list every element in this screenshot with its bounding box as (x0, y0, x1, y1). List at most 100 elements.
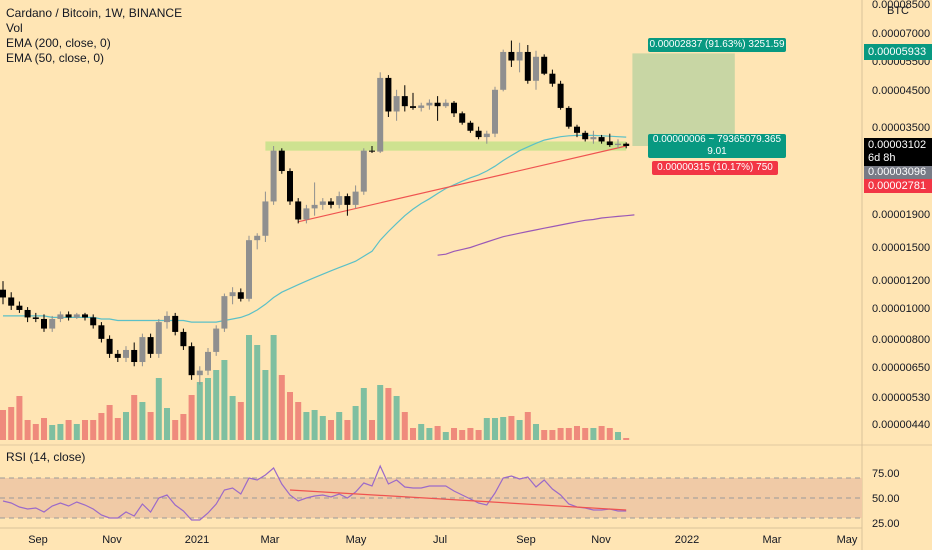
volume-bar (73, 424, 80, 440)
volume-bar (246, 335, 252, 440)
candle (287, 168, 293, 205)
candle-body (229, 292, 236, 297)
candle-body (114, 353, 121, 358)
target-price-tag: 0.00005933 (864, 44, 932, 60)
candle-body (557, 83, 564, 108)
candle-body (393, 96, 400, 112)
candle-body (410, 106, 416, 108)
volume-bar (270, 335, 277, 440)
rsi-legend[interactable]: RSI (14, close) (6, 450, 86, 464)
ema50-line (3, 134, 627, 323)
volume-bar (287, 392, 293, 440)
volume-bar (8, 407, 15, 440)
symbol-title[interactable]: Cardano / Bitcoin, 1W, BINANCE (6, 6, 183, 20)
candle-body (574, 126, 580, 133)
volume-bar (336, 412, 343, 440)
candle (57, 311, 64, 323)
volume-bar (295, 402, 302, 440)
candle-body (401, 96, 408, 107)
volume-bar (155, 378, 162, 440)
volume-bar (57, 424, 64, 440)
time-tick-label: Mar (261, 534, 280, 546)
volume-bar (131, 395, 138, 440)
candle (475, 126, 482, 140)
candle-body (615, 143, 621, 146)
candle-body (606, 141, 613, 146)
candle-body (516, 51, 523, 61)
candle-body (73, 314, 80, 318)
gray-price-tag: 0.00003096 (864, 166, 932, 179)
candle (0, 281, 6, 305)
volume-bar (114, 418, 121, 440)
candle-body (344, 196, 351, 205)
rsi-trendline (289, 489, 627, 511)
volume-bar (377, 385, 384, 440)
ema50-legend[interactable]: EMA (50, close, 0) (6, 51, 105, 65)
candle-body (147, 337, 154, 354)
price-tick-label: 0.00001200 (872, 275, 930, 287)
candle-body (492, 89, 498, 134)
candle (32, 312, 39, 323)
candle (8, 292, 15, 310)
price-tick-label: 0.00001500 (872, 242, 930, 254)
volume-bar (483, 418, 490, 440)
volume-legend[interactable]: Vol (6, 21, 23, 35)
volume-bar (278, 375, 285, 440)
candle (369, 145, 375, 154)
volume-bar (196, 382, 203, 440)
volume-bar (442, 432, 449, 440)
candle-body (311, 204, 318, 209)
candle-body (287, 171, 293, 202)
rsi-tick-label: 25.00 (872, 518, 900, 530)
candle-body (41, 318, 47, 329)
candle-body (213, 328, 220, 352)
rsi-tick-label: 50.00 (872, 493, 900, 505)
candle-body (65, 314, 72, 318)
candle (426, 99, 433, 110)
volume-bar (213, 370, 220, 440)
candle (49, 315, 56, 332)
chart-legend: Cardano / Bitcoin, 1W, BINANCE Vol EMA (… (6, 6, 182, 66)
candle-body (164, 315, 170, 323)
candle-body (24, 309, 31, 318)
candle (139, 333, 146, 367)
candle (360, 148, 367, 195)
candle (598, 134, 605, 144)
candle (344, 193, 351, 216)
candle (254, 233, 261, 250)
candle (188, 342, 195, 380)
candle-body (57, 314, 64, 319)
candle-body (352, 191, 359, 205)
volume-bar (492, 418, 498, 440)
volume-bar (254, 345, 261, 440)
candle-body (623, 143, 630, 146)
candle-body (139, 337, 146, 363)
volume-bar (410, 428, 416, 440)
candle-body (295, 201, 302, 220)
volume-bar (590, 428, 597, 440)
candle-body (524, 51, 531, 81)
volume-bar (385, 388, 392, 440)
entry-label-line-1: 0.00000006 ~ 79365079.365 (652, 134, 782, 145)
candle-body (278, 150, 285, 172)
volume-bar (319, 416, 326, 440)
candle (524, 45, 531, 84)
candle-body (32, 317, 39, 319)
volume-bar (16, 396, 23, 440)
volume-bar (393, 396, 400, 440)
candle-body (582, 132, 589, 140)
volume-bar (82, 420, 88, 440)
volume-bar (524, 412, 531, 440)
candle-body (254, 235, 261, 241)
volume-bar (565, 428, 572, 440)
time-tick-label: Sep (28, 534, 48, 546)
ema200-legend[interactable]: EMA (200, close, 0) (6, 36, 111, 50)
price-axis-currency: BTC (887, 5, 909, 17)
current-price-tag: 0.00003102 6d 8h (864, 138, 932, 166)
candle-body (475, 130, 482, 138)
candle-body (434, 102, 441, 107)
candle-body (90, 317, 97, 326)
candle (410, 92, 416, 110)
candle (106, 335, 113, 358)
